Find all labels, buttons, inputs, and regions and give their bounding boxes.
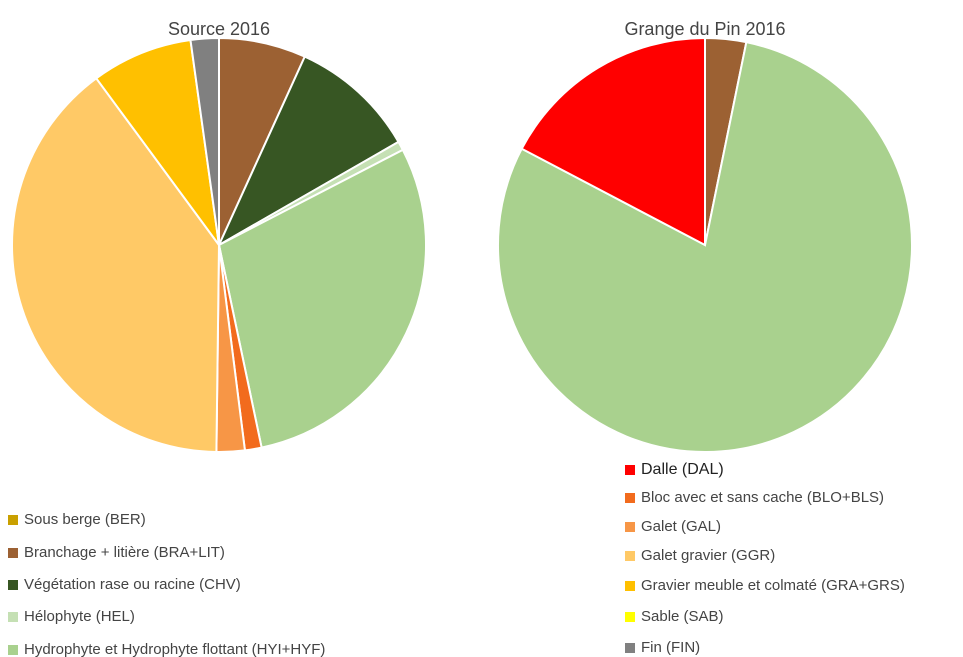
legend-label: Bloc avec et sans cache (BLO+BLS) [641, 489, 884, 506]
pie-slice [217, 148, 427, 449]
pie-slice [216, 55, 400, 248]
legend-label: Sable (SAB) [641, 608, 724, 625]
legend-swatch [8, 645, 18, 655]
legend-label: Branchage + litière (BRA+LIT) [24, 544, 225, 561]
legend-swatch [625, 493, 635, 503]
legend-swatch [8, 612, 18, 622]
pie-slice [189, 36, 220, 246]
legend-swatch [625, 581, 635, 591]
pie-slice [520, 36, 706, 247]
legend-swatch [8, 548, 18, 558]
pie-slice [11, 76, 221, 453]
legend-swatch [625, 465, 635, 475]
legend-label: Hydrophyte et Hydrophyte flottant (HYI+H… [24, 641, 325, 657]
legend-label: Galet (GAL) [641, 518, 721, 535]
legend-label: Sous berge (BER) [24, 511, 146, 528]
legend-label: Fin (FIN) [641, 639, 700, 656]
legend-swatch [625, 551, 635, 561]
legend-swatch [8, 515, 18, 525]
legend-label: Galet gravier (GGR) [641, 547, 775, 564]
pie-slice [497, 40, 913, 453]
legend-swatch [8, 580, 18, 590]
chart-title: Grange du Pin 2016 [624, 19, 785, 39]
legend-swatch [625, 643, 635, 653]
legend-label: Hélophyte (HEL) [24, 608, 135, 625]
chart-title: Source 2016 [168, 19, 270, 39]
pie-slice [94, 38, 220, 246]
legend-label: Gravier meuble et colmaté (GRA+GRS) [641, 577, 905, 594]
legend-swatch [625, 612, 635, 622]
legend-label: Dalle (DAL) [641, 461, 724, 478]
legend-label: Végétation rase ou racine (CHV) [24, 576, 241, 593]
legend-swatch [625, 522, 635, 532]
